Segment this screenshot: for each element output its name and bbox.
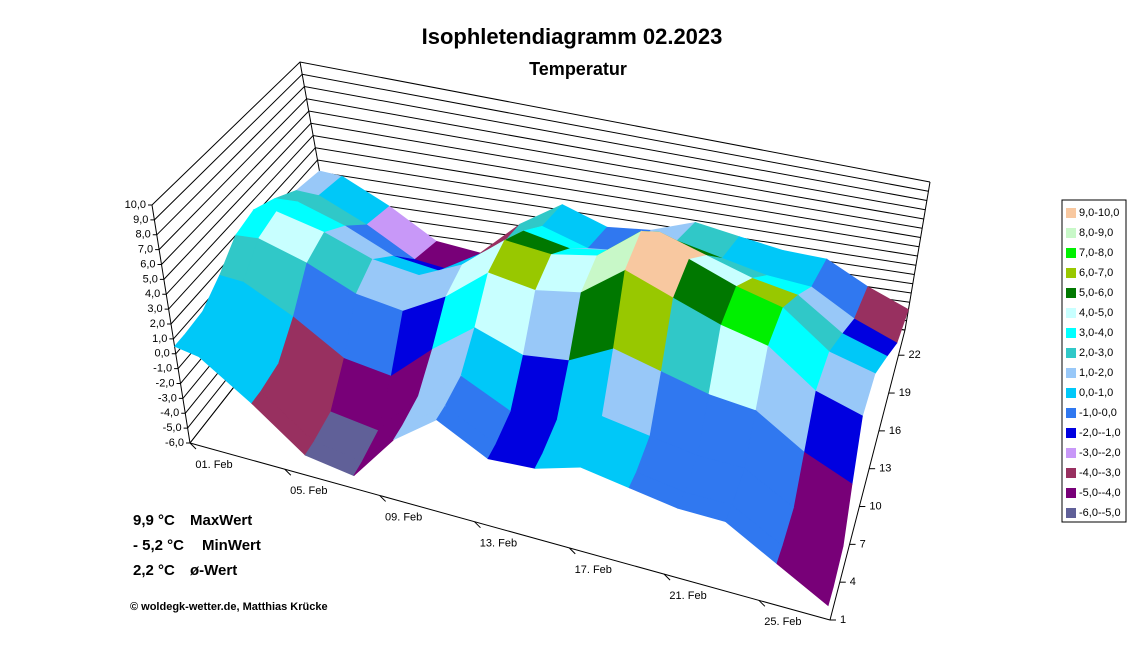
x-tick-label: 17. Feb bbox=[575, 564, 612, 576]
legend-swatch bbox=[1066, 468, 1076, 478]
legend-swatch bbox=[1066, 388, 1076, 398]
stat-name: ø-Wert bbox=[190, 562, 237, 579]
y-tick-label: 19 bbox=[899, 387, 911, 399]
legend-label: 6,0-7,0 bbox=[1079, 267, 1113, 279]
legend-label: 8,0-9,0 bbox=[1079, 227, 1113, 239]
legend-swatch bbox=[1066, 228, 1076, 238]
surface-cell bbox=[534, 451, 589, 469]
z-tick-label: -2,0 bbox=[156, 377, 175, 389]
axis-line bbox=[189, 442, 831, 621]
stat-value: 9,9 °C bbox=[133, 512, 175, 529]
z-tick-label: 4,0 bbox=[145, 288, 160, 300]
x-tick bbox=[474, 521, 481, 529]
axis-line bbox=[151, 204, 191, 444]
x-tick bbox=[379, 495, 386, 502]
legend-label: -6,0--5,0 bbox=[1079, 507, 1121, 519]
x-tick-label: 05. Feb bbox=[290, 485, 327, 497]
legend-swatch bbox=[1066, 368, 1076, 378]
legend-swatch bbox=[1066, 268, 1076, 278]
legend-swatch bbox=[1066, 208, 1076, 218]
z-tick-label: 6,0 bbox=[140, 258, 155, 270]
legend-swatch bbox=[1066, 448, 1076, 458]
legend-swatch bbox=[1066, 428, 1076, 438]
stat-value: 2,2 °C bbox=[133, 562, 175, 579]
stat-value: - 5,2 °C bbox=[133, 537, 184, 554]
x-tick bbox=[284, 468, 292, 476]
z-tick-label: 1,0 bbox=[152, 333, 167, 345]
legend-swatch bbox=[1066, 408, 1076, 418]
z-tick-label: -3,0 bbox=[158, 392, 177, 404]
axis-line bbox=[829, 329, 906, 621]
legend-label: -4,0--3,0 bbox=[1079, 467, 1121, 479]
legend-label: -3,0--2,0 bbox=[1079, 447, 1121, 459]
legend-swatch bbox=[1066, 508, 1076, 518]
stat-name: MaxWert bbox=[190, 512, 252, 529]
legend-label: 7,0-8,0 bbox=[1079, 247, 1113, 259]
x-tick-label: 21. Feb bbox=[669, 590, 706, 602]
y-tick-label: 13 bbox=[879, 463, 891, 475]
legend-label: 0,0-1,0 bbox=[1079, 387, 1113, 399]
x-tick-label: 25. Feb bbox=[764, 616, 801, 628]
legend-swatch bbox=[1066, 288, 1076, 298]
z-tick-label: 5,0 bbox=[143, 273, 158, 285]
legend-label: 5,0-6,0 bbox=[1079, 287, 1113, 299]
legend-swatch bbox=[1066, 488, 1076, 498]
grid-line bbox=[154, 73, 929, 221]
surface-cell bbox=[776, 545, 834, 607]
footer: © woldegk-wetter.de, Matthias Krücke bbox=[130, 601, 328, 613]
y-tick-label: 4 bbox=[850, 576, 856, 588]
x-tick bbox=[663, 573, 671, 581]
legend-swatch bbox=[1066, 348, 1076, 358]
z-tick-label: 9,0 bbox=[133, 214, 148, 226]
legend-label: 2,0-3,0 bbox=[1079, 347, 1113, 359]
z-tick-label: 3,0 bbox=[147, 303, 162, 315]
z-tick-label: 8,0 bbox=[135, 229, 150, 241]
z-tick-label: -1,0 bbox=[153, 363, 172, 375]
x-tick bbox=[568, 547, 576, 555]
stat-name: MinWert bbox=[202, 537, 261, 554]
x-tick bbox=[758, 599, 766, 607]
y-tick-label: 16 bbox=[889, 425, 901, 437]
legend-label: 1,0-2,0 bbox=[1079, 367, 1113, 379]
legend-label: -5,0--4,0 bbox=[1079, 487, 1121, 499]
chart-subtitle: Temperatur bbox=[529, 59, 627, 79]
z-tick-label: -6,0 bbox=[165, 437, 184, 449]
legend-label: 4,0-5,0 bbox=[1079, 307, 1113, 319]
legend-swatch bbox=[1066, 308, 1076, 318]
x-tick-label: 01. Feb bbox=[195, 459, 232, 471]
z-tick-label: 2,0 bbox=[150, 318, 165, 330]
legend-label: -2,0--1,0 bbox=[1079, 427, 1121, 439]
z-tick-label: 7,0 bbox=[138, 244, 153, 256]
y-tick-label: 10 bbox=[869, 500, 881, 512]
legend-label: 3,0-4,0 bbox=[1079, 327, 1113, 339]
y-tick-label: 1 bbox=[840, 614, 846, 626]
axis-line bbox=[904, 181, 931, 331]
y-tick-label: 22 bbox=[908, 349, 920, 361]
y-tick-label: 7 bbox=[860, 538, 866, 550]
x-tick-label: 09. Feb bbox=[385, 511, 422, 523]
legend-swatch bbox=[1066, 248, 1076, 258]
z-tick-label: -5,0 bbox=[163, 422, 182, 434]
legend-label: -1,0-0,0 bbox=[1079, 407, 1117, 419]
legend-swatch bbox=[1066, 328, 1076, 338]
legend-label: 9,0-10,0 bbox=[1079, 207, 1119, 219]
z-tick-label: 0,0 bbox=[154, 348, 169, 360]
z-tick-label: 10,0 bbox=[125, 199, 146, 211]
x-tick bbox=[189, 442, 197, 450]
chart-title: Isophletendiagramm 02.2023 bbox=[422, 24, 723, 49]
x-tick-label: 13. Feb bbox=[480, 538, 517, 550]
z-tick-label: -4,0 bbox=[160, 407, 179, 419]
